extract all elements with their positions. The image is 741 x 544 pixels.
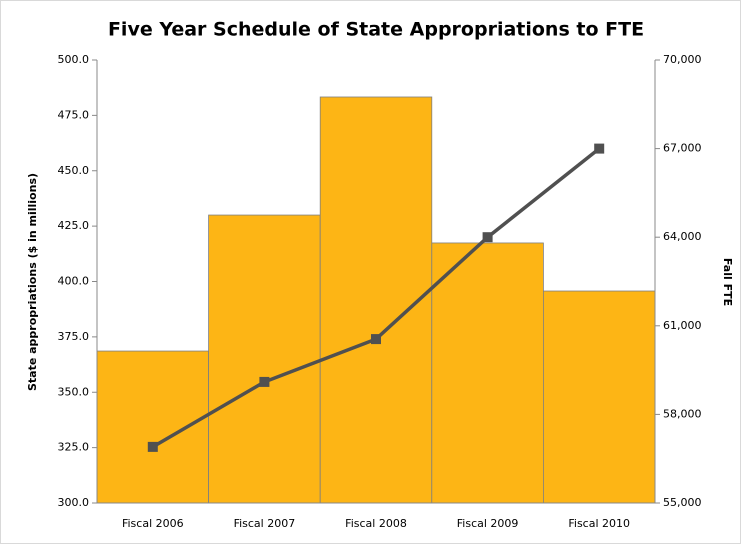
y2-tick-label: 61,000 <box>663 319 702 332</box>
marker <box>371 334 381 345</box>
y-tick-label: 450.0 <box>58 164 90 177</box>
y2-tick-label: 67,000 <box>663 142 702 155</box>
bar <box>319 96 433 504</box>
y-tick-label: 475.0 <box>58 108 90 121</box>
y2-axis-label: Fall FTE <box>721 258 734 306</box>
marker <box>147 441 158 452</box>
x-tick-label: Fiscal 2007 <box>234 517 296 530</box>
y-tick-label: 350.0 <box>58 385 90 398</box>
y-tick-label: 375.0 <box>58 330 90 343</box>
y-tick-label: 325.0 <box>58 441 90 454</box>
y2-tick-label: 58,000 <box>663 407 702 420</box>
y2-tick-label: 70,000 <box>663 53 702 66</box>
bar <box>543 290 656 504</box>
bar <box>208 214 321 504</box>
x-tick-label: Fiscal 2010 <box>568 517 630 530</box>
marker <box>482 232 493 243</box>
y-tick-label: 425.0 <box>58 219 90 232</box>
y2-tick-label: 64,000 <box>663 230 702 243</box>
y-tick-label: 500.0 <box>58 53 90 66</box>
x-tick-label: Fiscal 2008 <box>345 517 407 530</box>
x-tick-label: Fiscal 2006 <box>122 517 184 530</box>
y-tick-label: 300.0 <box>58 496 90 509</box>
marker <box>259 376 270 387</box>
y-tick-label: 400.0 <box>58 275 90 288</box>
bar <box>431 242 544 504</box>
y2-tick-label: 55,000 <box>663 496 702 509</box>
marker <box>594 143 605 154</box>
y-axis-label: State appropriations ($ in millions) <box>26 173 39 391</box>
chart-title: Five Year Schedule of State Appropriatio… <box>108 19 644 41</box>
bar <box>96 350 209 504</box>
x-tick-label: Fiscal 2009 <box>457 517 519 530</box>
